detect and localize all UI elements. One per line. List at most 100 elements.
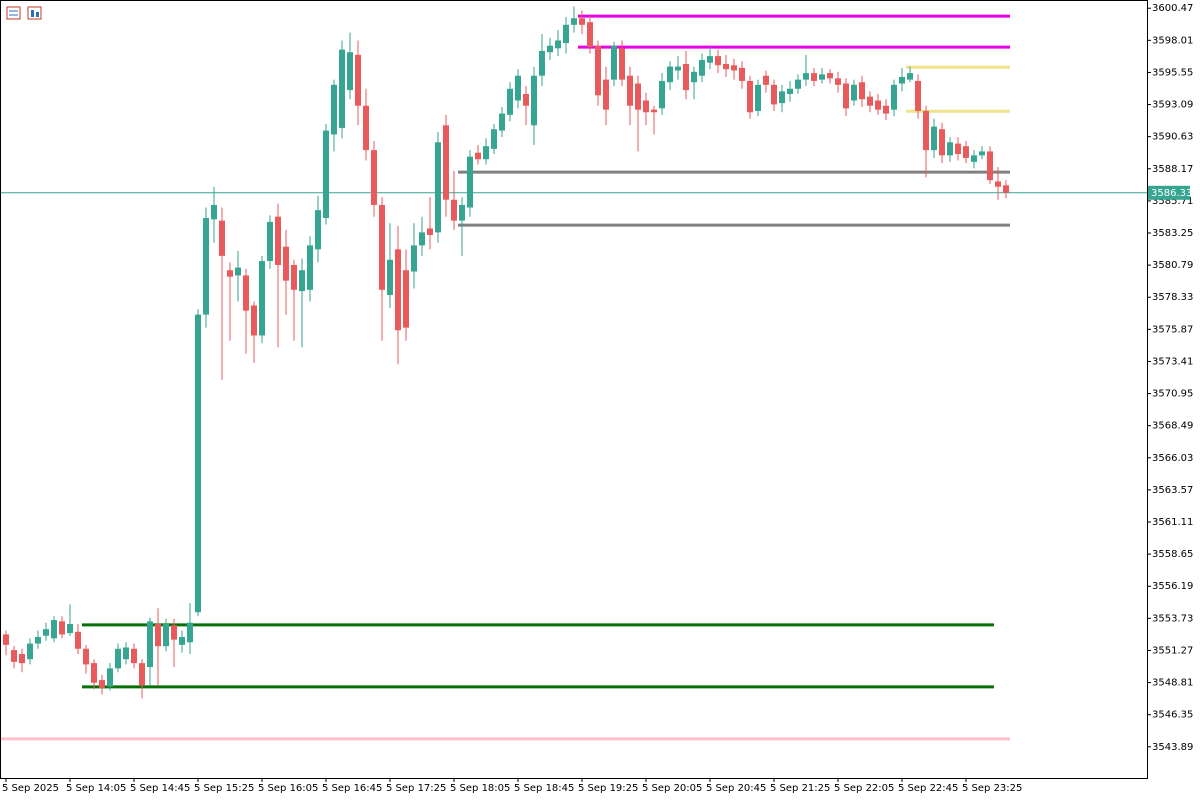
candle-body (731, 65, 737, 71)
y-tick-label: 3590.63 (1152, 132, 1193, 143)
candle-body (3, 634, 9, 645)
y-tick-label: 3566.03 (1152, 453, 1193, 464)
candle-body (867, 96, 873, 106)
candle-body (707, 56, 713, 63)
candle-body (163, 623, 169, 647)
toolbar-icons (6, 6, 42, 20)
candle-body (859, 82, 865, 100)
candle-body (523, 93, 529, 106)
candle-body (923, 110, 929, 151)
candle-body (267, 221, 273, 262)
candle-body (851, 84, 857, 101)
candle-body (187, 622, 193, 643)
candle-body (299, 270, 305, 292)
candle-body (59, 621, 65, 635)
candle-body (155, 623, 161, 647)
candle-body (139, 663, 145, 686)
candle-body (827, 73, 833, 79)
x-tick-label: 5 Sep 19:25 (578, 783, 638, 794)
y-tick-label: 3568.49 (1152, 421, 1193, 432)
candle-body (971, 155, 977, 162)
candle-body (555, 40, 561, 49)
x-tick-label: 5 Sep 14:45 (130, 783, 190, 794)
y-tick-label: 3551.27 (1152, 645, 1193, 656)
candle-body (963, 146, 969, 158)
y-tick-label: 3563.57 (1152, 485, 1193, 496)
y-tick-label: 3598.01 (1152, 35, 1193, 46)
x-tick-label: 5 Sep 18:05 (450, 783, 510, 794)
candle-body (347, 52, 353, 91)
candle-body (531, 75, 537, 126)
candle-body (659, 80, 665, 109)
candle-body (875, 100, 881, 110)
candle-body (179, 637, 185, 645)
candle-body (371, 150, 377, 205)
candle-body (507, 88, 513, 115)
candle-body (339, 49, 345, 128)
candle-body (579, 18, 585, 25)
candle-body (395, 249, 401, 331)
candle-body (635, 83, 641, 110)
candle-body (443, 125, 449, 200)
candle-body (955, 143, 961, 155)
candle-body (147, 621, 153, 668)
candle-body (539, 50, 545, 76)
candle-body (387, 259, 393, 296)
y-tick-label: 3543.89 (1152, 742, 1193, 753)
candle-body (219, 220, 225, 256)
candle-body (427, 228, 433, 235)
x-tick-label: 5 Sep 14:05 (66, 783, 126, 794)
candle-body (491, 129, 497, 149)
icon (6, 6, 21, 20)
candle-body (667, 66, 673, 83)
candle-body (363, 105, 369, 151)
candle-body (595, 45, 601, 96)
candle-body (835, 78, 841, 85)
candle-body (1003, 185, 1009, 193)
candle-body (475, 152, 481, 160)
candle-body (747, 80, 753, 113)
candle-body (883, 105, 889, 114)
candle-body (987, 151, 993, 181)
candle-body (979, 151, 985, 156)
candle-body (563, 24, 569, 44)
candle-body (515, 75, 521, 101)
candle-body (35, 637, 41, 644)
candle-body (603, 79, 609, 110)
y-tick-label: 3548.81 (1152, 678, 1193, 689)
candle-body (307, 245, 313, 290)
candle-body (43, 629, 49, 636)
y-tick-label: 3588.17 (1152, 164, 1193, 175)
candle-body (11, 650, 17, 662)
candle-body (691, 71, 697, 83)
candle-body (451, 199, 457, 221)
candle-body (643, 100, 649, 113)
candle-body (67, 623, 73, 634)
x-tick-label: 5 Sep 2025 (2, 783, 59, 794)
y-tick-label: 3553.73 (1152, 613, 1193, 624)
candle-body (203, 217, 209, 315)
candle-body (435, 142, 441, 233)
candle-body (715, 56, 721, 66)
x-tick-label: 5 Sep 22:05 (834, 783, 894, 794)
candle-body (283, 246, 289, 281)
candle-body (995, 181, 1001, 187)
candle-body (915, 80, 921, 111)
candle-body (899, 77, 905, 84)
candle-body (843, 83, 849, 109)
candle-body (587, 22, 593, 47)
candle-body (379, 204, 385, 290)
candle-body (195, 314, 201, 613)
candle-body (19, 653, 25, 664)
candle-body (755, 84, 761, 111)
candle-body (627, 75, 633, 106)
candle-body (123, 647, 129, 660)
candle-body (939, 129, 945, 156)
x-tick-label: 5 Sep 16:05 (258, 783, 318, 794)
y-tick-label: 3546.35 (1152, 710, 1193, 721)
y-tick-label: 3575.87 (1152, 324, 1193, 335)
y-tick-label: 3600.47 (1152, 3, 1193, 14)
y-tick-label: 3595.55 (1152, 67, 1193, 78)
candle-body (275, 216, 281, 265)
